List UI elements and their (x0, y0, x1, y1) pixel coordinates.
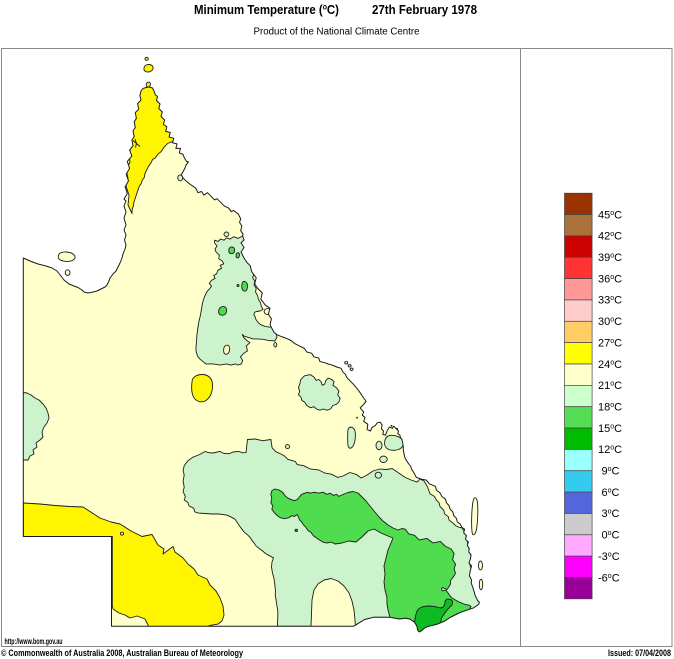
svg-text:18oC: 18oC (598, 402, 622, 414)
svg-text:© Commonwealth of Australia 20: © Commonwealth of Australia 2008, Austra… (1, 648, 243, 658)
svg-text:30oC: 30oC (598, 316, 622, 328)
svg-text:24oC: 24oC (598, 359, 622, 371)
svg-text:15oC: 15oC (598, 423, 622, 435)
svg-text:9oC: 9oC (602, 466, 620, 478)
svg-text:45oC: 45oC (598, 209, 622, 221)
svg-text:0oC: 0oC (602, 530, 620, 542)
svg-text:3oC: 3oC (602, 508, 620, 520)
svg-text:12oC: 12oC (598, 444, 622, 456)
svg-text:Minimum Temperature (oC): Minimum Temperature (oC) (194, 2, 339, 17)
svg-text:-3oC: -3oC (598, 551, 620, 563)
svg-text:http://www.bom.gov.au: http://www.bom.gov.au (5, 636, 63, 646)
svg-text:6oC: 6oC (602, 487, 620, 499)
svg-text:Issued: 07/04/2008: Issued: 07/04/2008 (608, 648, 671, 658)
svg-text:33oC: 33oC (598, 295, 622, 307)
svg-text:36oC: 36oC (598, 273, 622, 285)
svg-text:-6oC: -6oC (598, 572, 620, 584)
svg-text:42oC: 42oC (598, 231, 622, 243)
svg-text:21oC: 21oC (598, 380, 622, 392)
svg-text:27th February 1978: 27th February 1978 (372, 2, 477, 17)
svg-text:Product of the National Climat: Product of the National Climate Centre (254, 27, 420, 38)
svg-text:27oC: 27oC (598, 337, 622, 349)
svg-text:39oC: 39oC (598, 252, 622, 264)
